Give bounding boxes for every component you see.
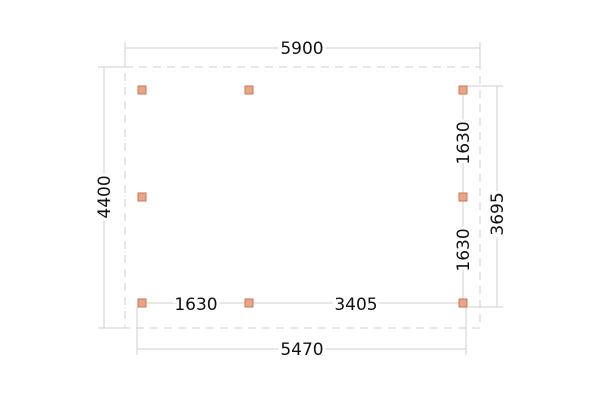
label-overall-width: 5900 <box>280 39 323 59</box>
label-bottom-span-left: 1630 <box>174 295 217 315</box>
posts <box>137 85 468 308</box>
post <box>244 85 254 95</box>
post <box>458 192 468 202</box>
label-bottom-span-right: 3405 <box>334 295 377 315</box>
post <box>137 85 147 95</box>
label-right-span-top: 1630 <box>454 121 474 164</box>
post <box>137 192 147 202</box>
post <box>458 85 468 95</box>
roof-outline <box>124 66 481 329</box>
label-post-width: 5470 <box>280 340 323 360</box>
post <box>458 298 468 308</box>
label-right-span-bottom: 1630 <box>454 228 474 271</box>
label-post-depth: 3695 <box>488 192 508 235</box>
post <box>244 298 254 308</box>
post <box>137 298 147 308</box>
label-overall-depth: 4400 <box>95 175 115 218</box>
